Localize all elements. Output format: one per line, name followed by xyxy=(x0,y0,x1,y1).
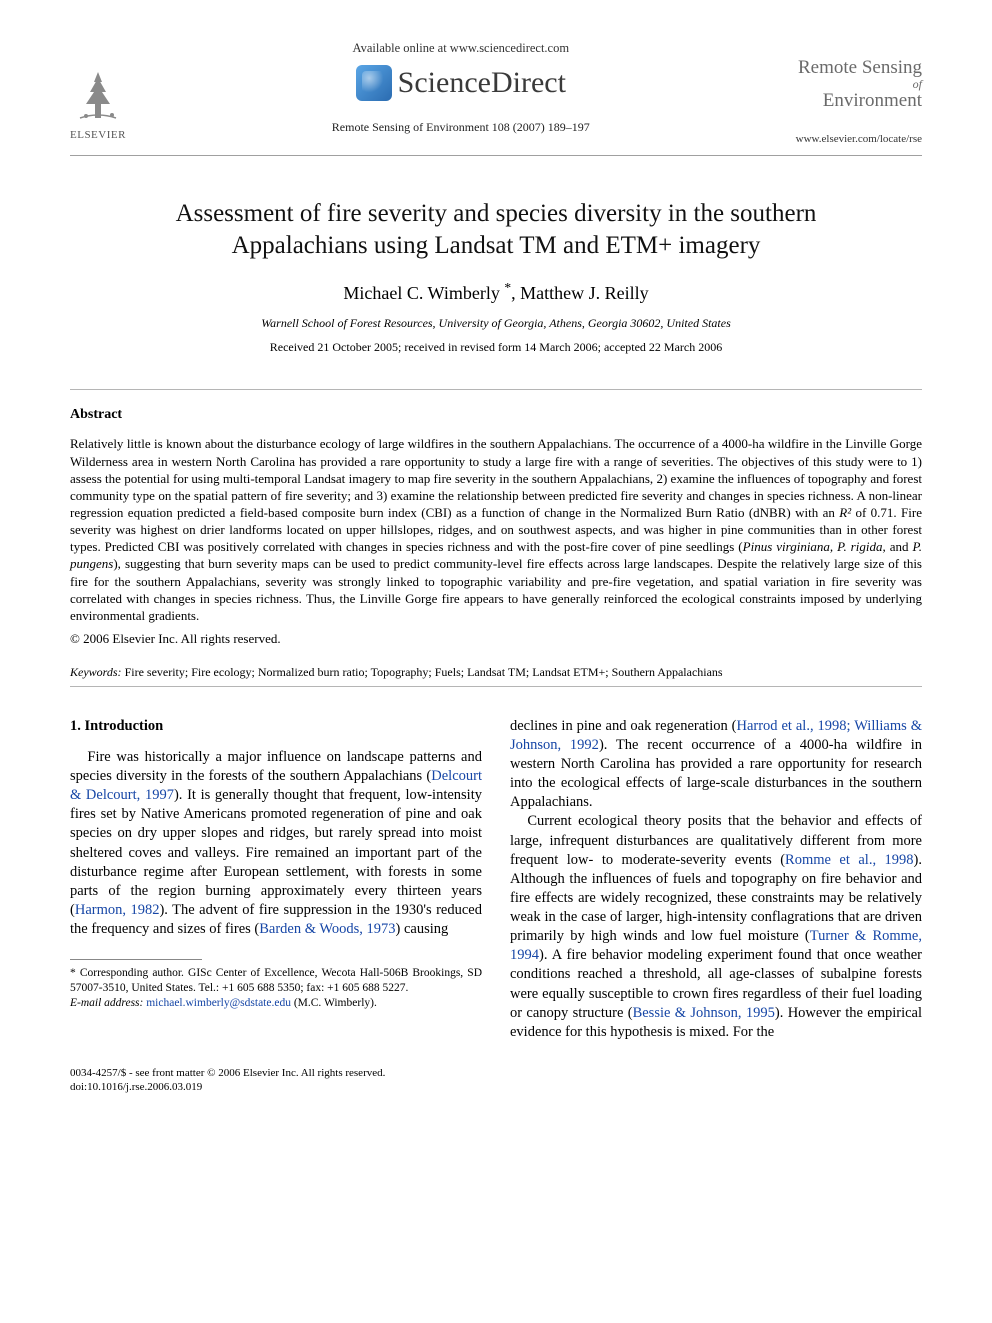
journal-reference: Remote Sensing of Environment 108 (2007)… xyxy=(126,119,796,135)
footnote-email-line: E-mail address: michael.wimberly@sdstate… xyxy=(70,996,482,1011)
left-column: 1. Introduction Fire was historically a … xyxy=(70,717,482,1042)
footer: 0034-4257/$ - see front matter © 2006 El… xyxy=(70,1066,922,1095)
elsevier-wordmark: ELSEVIER xyxy=(70,128,126,143)
author-names: Michael C. Wimberly *, Matthew J. Reilly xyxy=(343,283,648,303)
email-tail: (M.C. Wimberly). xyxy=(291,997,377,1009)
abstract-r2: R² xyxy=(839,505,851,520)
text-run: ) causing xyxy=(396,921,449,937)
elsevier-tree-icon xyxy=(72,68,124,126)
journal-url: www.elsevier.com/locate/rse xyxy=(796,132,922,147)
abstract-species1: Pinus virginiana, P. rigida, xyxy=(743,539,886,554)
intro-para-2: Current ecological theory posits that th… xyxy=(510,812,922,1042)
divider xyxy=(70,389,922,390)
abstract-part1: Relatively little is known about the dis… xyxy=(70,436,922,520)
divider xyxy=(70,686,922,687)
footnote-divider xyxy=(70,959,202,960)
citation-link[interactable]: Harmon, 1982 xyxy=(75,902,160,918)
journal-title-line1: Remote Sensing xyxy=(798,57,922,78)
abstract-part3: ), suggesting that burn severity maps ca… xyxy=(70,556,922,622)
citation-link[interactable]: Bessie & Johnson, 1995 xyxy=(633,1005,775,1021)
email-link[interactable]: michael.wimberly@sdstate.edu xyxy=(146,997,291,1009)
sciencedirect-mark-icon xyxy=(356,65,392,101)
right-column: declines in pine and oak regeneration (H… xyxy=(510,717,922,1042)
publisher-block: ELSEVIER xyxy=(70,40,126,143)
citation-link[interactable]: Barden & Woods, 1973 xyxy=(259,921,395,937)
abstract-and: and xyxy=(886,539,913,554)
abstract-body: Relatively little is known about the dis… xyxy=(70,435,922,624)
text-run: Fire was historically a major influence … xyxy=(70,749,482,784)
keywords-label: Keywords: xyxy=(70,665,122,679)
keywords-line: Keywords: Fire severity; Fire ecology; N… xyxy=(70,664,922,680)
intro-para-1-cont: declines in pine and oak regeneration (H… xyxy=(510,717,922,813)
sciencedirect-logo: ScienceDirect xyxy=(126,63,796,104)
elsevier-logo: ELSEVIER xyxy=(70,68,126,143)
text-run: ). It is generally thought that frequent… xyxy=(70,787,482,918)
article-dates: Received 21 October 2005; received in re… xyxy=(70,339,922,355)
page-header: ELSEVIER Available online at www.science… xyxy=(70,40,922,156)
footer-doi-line: doi:10.1016/j.rse.2006.03.019 xyxy=(70,1080,922,1094)
authors: Michael C. Wimberly *, Matthew J. Reilly xyxy=(70,279,922,305)
article-title: Assessment of fire severity and species … xyxy=(116,198,876,261)
footnote-address: * Corresponding author. GISc Center of E… xyxy=(70,966,482,996)
affiliation: Warnell School of Forest Resources, Univ… xyxy=(70,315,922,331)
journal-title: Remote Sensing of Environment xyxy=(796,58,922,110)
intro-heading: 1. Introduction xyxy=(70,717,482,736)
citation-link[interactable]: Romme et al., 1998 xyxy=(785,852,914,868)
footer-issn-line: 0034-4257/$ - see front matter © 2006 El… xyxy=(70,1066,922,1080)
keywords-values: Fire severity; Fire ecology; Normalized … xyxy=(122,665,723,679)
body-columns: 1. Introduction Fire was historically a … xyxy=(70,717,922,1042)
intro-para-1: Fire was historically a major influence … xyxy=(70,748,482,939)
available-online-line: Available online at www.sciencedirect.co… xyxy=(126,40,796,57)
copyright-line: © 2006 Elsevier Inc. All rights reserved… xyxy=(70,630,922,648)
corresponding-author-footnote: * Corresponding author. GISc Center of E… xyxy=(70,966,482,1011)
email-label: E-mail address: xyxy=(70,997,143,1009)
sciencedirect-wordmark: ScienceDirect xyxy=(398,63,566,104)
journal-title-line2: Environment xyxy=(823,90,922,111)
header-center: Available online at www.sciencedirect.co… xyxy=(126,40,796,136)
text-run: declines in pine and oak regeneration ( xyxy=(510,718,736,734)
abstract-heading: Abstract xyxy=(70,406,922,425)
journal-brand-block: Remote Sensing of Environment www.elsevi… xyxy=(796,40,922,147)
